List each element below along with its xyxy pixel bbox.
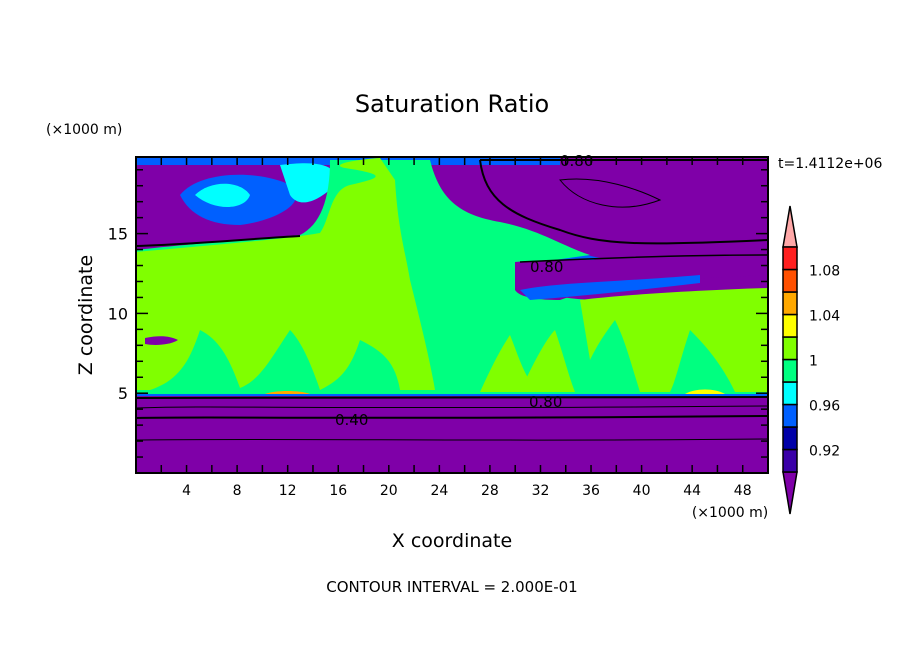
y-tick-label: 5 (118, 384, 128, 403)
colorbar-swatch (782, 358, 798, 383)
colorbar: 1.08 1.04 1 0.96 0.92 (782, 205, 840, 515)
x-tick-label: 4 (182, 483, 191, 499)
region-green-main (136, 160, 768, 395)
x-tick-label: 20 (380, 483, 398, 499)
colorbar-tick-label: 0.96 (809, 399, 840, 415)
x-tick-label: 28 (481, 483, 499, 499)
region-cyan-top (280, 163, 336, 203)
colorbar-swatch (782, 381, 798, 406)
x-unit-label: (×1000 m) (692, 505, 768, 521)
y-tick-label: 15 (108, 225, 128, 244)
colorbar-over-triangle (782, 205, 798, 248)
x-axis-label: X coordinate (392, 530, 512, 552)
time-label: t=1.4112e+06 (778, 156, 882, 172)
region-yellow-spot (685, 389, 725, 394)
x-tick-label: 32 (532, 483, 550, 499)
colorbar-swatch (782, 268, 798, 293)
colorbar-under-triangle (782, 471, 798, 515)
colorbar-swatch (782, 291, 798, 316)
x-tick-label: 24 (430, 483, 448, 499)
colorbar-swatch (782, 336, 798, 361)
x-tick-label: 40 (633, 483, 651, 499)
x-tick-label: 8 (233, 483, 242, 499)
region-orange-spot-a (265, 391, 310, 394)
contour-label: 0.80 (529, 393, 562, 411)
colorbar-swatch (782, 426, 798, 451)
y-unit-label: (×1000 m) (46, 122, 122, 138)
y-axis-label: Z coordinate (75, 255, 97, 375)
contour-lines (136, 159, 768, 441)
region-purple-blob (145, 336, 178, 345)
contour-interval-footer: CONTOUR INTERVAL = 2.000E-01 (326, 578, 577, 596)
contour-label: 0.40 (335, 411, 368, 429)
colorbar-swatch (782, 246, 798, 271)
x-tick-label: 44 (683, 483, 701, 499)
region-blue-band (520, 275, 700, 300)
colorbar-tick-label: 1.04 (809, 309, 840, 325)
x-tick-label: 48 (734, 483, 752, 499)
region-lightgreen-spike-a (480, 335, 540, 392)
colorbar-swatch (782, 403, 798, 428)
colorbar-tick-label: 1.08 (809, 264, 840, 280)
plot-frame (135, 156, 769, 474)
contour-label: 0.80 (530, 258, 563, 276)
region-cyan-upper-left (195, 183, 250, 208)
y-tick-label: 10 (108, 304, 128, 323)
x-tick-label: 12 (279, 483, 297, 499)
colorbar-swatch (782, 313, 798, 338)
colorbar-swatch (782, 448, 798, 473)
colorbar-tick-label: 1 (809, 354, 818, 370)
region-lightgreen-right (580, 288, 768, 392)
colorbar-tick-label: 0.92 (809, 444, 840, 460)
x-tick-label: 16 (329, 483, 347, 499)
region-lightgreen-spike-b (520, 330, 575, 392)
region-lightgreen-left (136, 158, 435, 390)
contour-fill (136, 157, 768, 473)
chart-title: Saturation Ratio (355, 90, 549, 118)
x-tick-label: 36 (582, 483, 600, 499)
